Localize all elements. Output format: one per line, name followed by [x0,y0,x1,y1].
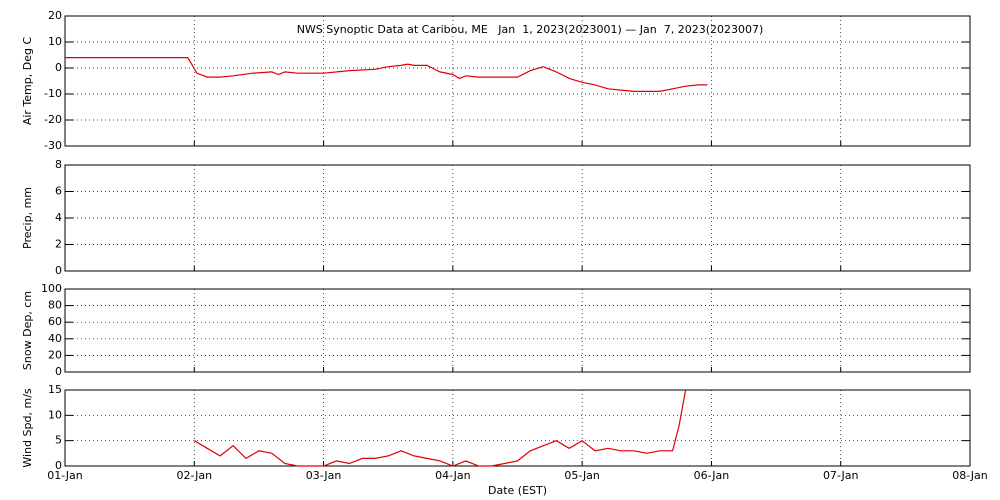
y-tick-label: 0 [55,459,62,472]
x-tick-label: 06-Jan [694,469,730,482]
y-axis-label: Precip, mm [21,187,34,249]
x-tick-label: 08-Jan [952,469,988,482]
y-tick-label: 6 [55,185,62,198]
y-axis-label: Air Temp, Deg C [21,37,34,126]
y-tick-label: 0 [55,365,62,378]
x-tick-label: 03-Jan [306,469,342,482]
y-tick-label: 0 [55,61,62,74]
x-tick-label: 04-Jan [435,469,471,482]
data-line [193,389,687,467]
y-tick-label: 10 [48,35,62,48]
y-tick-label: 4 [55,211,62,224]
y-tick-label: 8 [55,158,62,171]
y-tick-label: 0 [55,264,62,277]
y-tick-label: 15 [48,383,62,396]
y-tick-label: 20 [48,348,62,361]
y-tick-label: 20 [48,9,62,22]
y-tick-label: 60 [48,315,62,328]
y-tick-label: 100 [41,282,62,295]
y-axis-label: Wind Spd, m/s [21,388,34,468]
plot-frame [64,15,971,147]
y-tick-label: -20 [44,113,62,126]
x-tick-label: 05-Jan [564,469,600,482]
x-tick-label: 07-Jan [823,469,859,482]
data-line [65,57,708,92]
y-tick-label: 80 [48,299,62,312]
y-tick-label: 2 [55,238,62,251]
x-tick-label: 01-Jan [47,469,83,482]
plot-frame [64,389,971,467]
x-tick-label: 02-Jan [177,469,213,482]
y-axis-label: Snow Dep, cm [21,291,34,370]
x-axis-label: Date (EST) [488,484,547,497]
y-tick-label: 5 [55,434,62,447]
y-tick-label: 10 [48,408,62,421]
y-tick-label: -10 [44,87,62,100]
plot-frame [64,288,971,373]
y-tick-label: -30 [44,139,62,152]
chart-title: NWS Synoptic Data at Caribou, ME Jan 1, … [297,23,764,36]
y-tick-label: 40 [48,332,62,345]
